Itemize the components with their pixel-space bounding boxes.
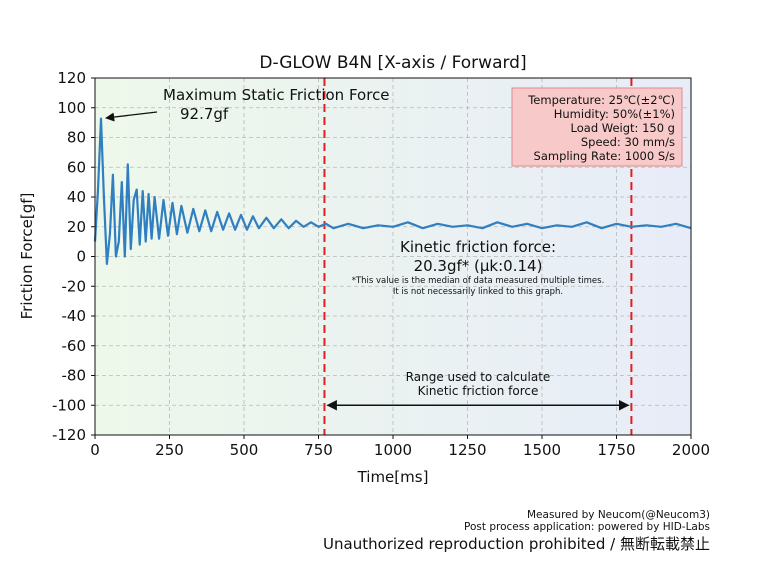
y-tick-label: -60 [62,337,87,355]
y-tick-label: -20 [62,277,87,295]
y-tick-label: 80 [67,129,86,147]
credit-reproduction-notice: Unauthorized reproduction prohibited / 無… [323,535,710,553]
range-label-1: Range used to calculate [406,370,551,384]
x-tick-label: 2000 [672,441,710,459]
y-tick-label: -100 [52,396,86,414]
y-tick-label: 40 [67,188,86,206]
condition-load: Load Weigt: 150 g [571,121,675,135]
friction-series-line [93,117,692,265]
y-tick-label: 120 [57,69,86,87]
y-tick-label: -120 [52,426,86,444]
condition-temperature: Temperature: 25℃(±2℃) [527,93,675,107]
y-tick-label: 100 [57,99,86,117]
condition-sampling-rate: Sampling Rate: 1000 S/s [534,149,675,163]
peak-arrow [105,111,158,122]
x-axis-ticks: 0 250 500 750 1000 1250 1500 1750 2000 [90,435,710,459]
y-tick-label: 60 [67,158,86,176]
conditions-box-frame [511,87,683,167]
x-tick-label: 1750 [597,441,635,459]
x-tick-label: 1000 [374,441,412,459]
condition-speed: Speed: 30 mm/s [581,135,675,149]
x-axis-label: Time[ms] [357,468,429,486]
x-tick-label: 250 [155,441,184,459]
x-tick-label: 0 [90,441,100,459]
y-tick-label: 0 [76,248,86,266]
max-static-label: Maximum Static Friction Force [163,86,390,104]
credit-measured-by: Measured by Neucom(@Neucom3) [526,509,710,521]
y-axis-label: Friction Force[gf] [18,193,36,320]
kinetic-label: Kinetic friction force: [400,238,556,256]
x-tick-label: 750 [304,441,333,459]
x-tick-label: 1250 [448,441,486,459]
conditions-box: Temperature: 25℃(±2℃) Humidity: 50%(±1%)… [511,87,683,167]
kinetic-note-1: *This value is the median of data measur… [352,276,605,286]
y-tick-label: 20 [67,218,86,236]
x-tick-label: 1500 [523,441,561,459]
max-static-value: 92.7gf [180,105,229,123]
kinetic-value: 20.3gf* (μk:0.14) [414,257,543,275]
y-tick-label: -40 [62,307,87,325]
credit-post-process: Post process application: powered by HID… [464,521,710,533]
range-label-2: Kinetic friction force [418,384,539,398]
series-group [93,117,692,265]
kinetic-note-2: It is not necessarily linked to this gra… [393,287,563,297]
x-tick-label: 500 [230,441,259,459]
y-axis-ticks: -120 -100 -80 -60 -40 -20 0 20 40 60 80 100 120 [52,69,95,444]
chart-title: D-GLOW B4N [X-axis / Forward] [259,53,526,73]
y-tick-label: -80 [62,367,87,385]
condition-humidity: Humidity: 50%(±1%) [554,107,675,121]
